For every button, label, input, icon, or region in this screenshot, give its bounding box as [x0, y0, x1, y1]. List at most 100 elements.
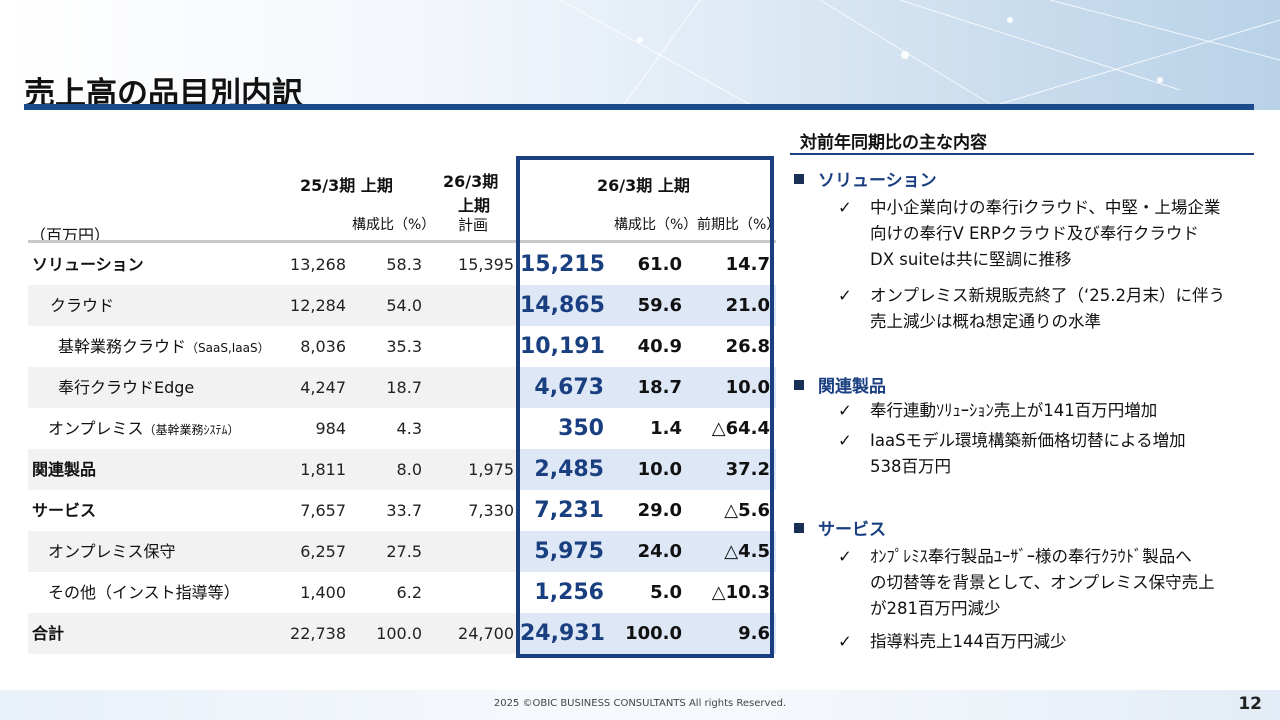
- cell-prev: 1,811: [300, 460, 346, 479]
- bullet-line: ｵﾝﾌﾟﾚﾐｽ奉行製品ﾕｰｻﾞｰ様の奉行ｸﾗｳﾄﾞ製品へ: [870, 547, 1192, 566]
- bullet-line: 向けの奉行V ERPクラウド及び奉行クラウド: [870, 224, 1199, 243]
- current-period-highlight-box: [516, 156, 774, 658]
- title-underline: [24, 104, 1254, 110]
- cell-prev: 8,036: [300, 337, 346, 356]
- square-bullet-icon: [794, 380, 804, 390]
- bullet-line: 奉行連動ｿﾘｭｰｼｮﾝ売上が141百万円増加: [870, 401, 1158, 420]
- highlight-band: [520, 449, 776, 490]
- row-label: 奉行クラウドEdge: [58, 378, 195, 397]
- cell-yoy: 21.0: [725, 295, 770, 316]
- right-panel-title: 対前年同期比の主な内容: [800, 133, 987, 153]
- cell-curr: 1,256: [534, 580, 604, 605]
- cell-yoy: 14.7: [725, 254, 770, 275]
- header-plan-l1: 26/3期: [443, 172, 499, 191]
- table-row-total: 合計 22,738 100.0 24,700 24,931 100.0 9.6: [28, 613, 776, 654]
- row-label: ソリューション: [32, 255, 144, 274]
- table-row: オンプレミス（基幹業務ｼｽﾃﾑ） 984 4.3 350 1.4 △64.4: [28, 408, 776, 449]
- header-curr-ratio: 構成比（%）: [614, 217, 698, 233]
- cell-prev-ratio: 100.0: [376, 624, 422, 643]
- cell-plan: [432, 367, 514, 408]
- bullet-line: が281百万円減少: [870, 599, 1001, 618]
- check-icon: ✓: [838, 547, 852, 566]
- bullet-line: オンプレミス新規販売終了（‘25.2月末）に伴う: [870, 286, 1225, 305]
- copyright-text: 2025 ©OBIC BUSINESS CONSULTANTS All righ…: [493, 698, 787, 709]
- cell-prev-ratio: 35.3: [386, 337, 422, 356]
- cell-curr-ratio: 24.0: [637, 541, 682, 562]
- cell-curr-ratio: 40.9: [637, 336, 682, 357]
- check-icon: ✓: [838, 632, 852, 651]
- header-plan-l3: 計画: [458, 216, 489, 234]
- highlight-band: [520, 285, 776, 326]
- cell-yoy: △4.5: [724, 541, 770, 562]
- table-row: ソリューション 13,268 58.3 15,395 15,215 61.0 1…: [28, 244, 776, 285]
- cell-plan: 7,330: [468, 501, 514, 520]
- check-icon: ✓: [838, 431, 852, 450]
- cell-yoy: 26.8: [725, 336, 770, 357]
- cell-prev-ratio: 58.3: [386, 255, 422, 274]
- highlight-band: [520, 531, 776, 572]
- row-label: クラウド: [50, 296, 115, 315]
- row-label: オンプレミス（基幹業務ｼｽﾃﾑ）: [48, 419, 240, 438]
- cell-prev-ratio: 18.7: [386, 378, 422, 397]
- check-icon: ✓: [838, 286, 852, 305]
- header-divider: [28, 240, 776, 243]
- cell-curr: 24,931: [520, 621, 605, 646]
- cell-prev-ratio: 8.0: [396, 460, 422, 479]
- square-bullet-icon: [794, 523, 804, 533]
- header-curr-yoy: 前期比（%）: [697, 217, 781, 233]
- row-label: オンプレミス保守: [48, 542, 176, 561]
- header-prev-period: 25/3期 上期: [300, 176, 393, 195]
- bullet-line: DX suiteは共に堅調に推移: [870, 250, 1072, 269]
- table-row: 関連製品 1,811 8.0 1,975 2,485 10.0 37.2: [28, 449, 776, 490]
- table-row: クラウド 12,284 54.0 14,865 59.6 21.0: [28, 285, 776, 326]
- cell-plan: 24,700: [458, 624, 514, 643]
- row-label: 関連製品: [32, 460, 97, 479]
- cell-prev: 984: [315, 419, 346, 438]
- row-label: サービス: [32, 501, 97, 520]
- section-heading-solution: ソリューション: [794, 166, 937, 191]
- row-label: 合計: [32, 624, 65, 643]
- cell-curr-ratio: 18.7: [637, 377, 682, 398]
- bullet-line: IaaSモデル環境構築新価格切替による増加: [870, 431, 1186, 450]
- cell-curr: 7,231: [534, 498, 604, 523]
- section-heading-related-products: 関連製品: [794, 372, 886, 397]
- cell-plan: [432, 326, 514, 367]
- bullet-line: 指導料売上144百万円減少: [870, 632, 1067, 651]
- header-prev-ratio: 構成比（%）: [352, 217, 436, 233]
- cell-yoy: 9.6: [738, 623, 770, 644]
- header-background: [0, 0, 1280, 110]
- page-number: 12: [1238, 694, 1262, 714]
- cell-yoy: 10.0: [725, 377, 770, 398]
- table-row: 基幹業務クラウド（SaaS,IaaS） 8,036 35.3 10,191 40…: [28, 326, 776, 367]
- header-curr-period: 26/3期 上期: [597, 176, 690, 195]
- cell-curr: 10,191: [520, 334, 605, 359]
- cell-prev: 7,657: [300, 501, 346, 520]
- cell-prev: 12,284: [290, 296, 346, 315]
- cell-curr-ratio: 5.0: [650, 582, 682, 603]
- cell-curr: 5,975: [534, 539, 604, 564]
- cell-yoy: △5.6: [724, 500, 770, 521]
- highlight-band: [520, 367, 776, 408]
- row-label-sub: （基幹業務ｼｽﾃﾑ）: [143, 423, 240, 437]
- table-row: その他（インスト指導等） 1,400 6.2 1,256 5.0 △10.3: [28, 572, 776, 613]
- cell-curr: 2,485: [534, 457, 604, 482]
- cell-plan: [432, 572, 514, 613]
- check-icon: ✓: [838, 401, 852, 420]
- cell-curr-ratio: 61.0: [637, 254, 682, 275]
- cell-yoy: △64.4: [711, 418, 770, 439]
- cell-curr-ratio: 29.0: [637, 500, 682, 521]
- right-panel-underline: [790, 153, 1254, 155]
- cell-plan: [432, 408, 514, 449]
- bullet-line: 売上減少は概ね想定通りの水準: [870, 312, 1101, 331]
- header-plan-l2: 上期: [458, 196, 491, 215]
- cell-curr-ratio: 1.4: [650, 418, 682, 439]
- cell-prev-ratio: 6.2: [396, 583, 422, 602]
- cell-prev-ratio: 4.3: [396, 419, 422, 438]
- footer-background: [0, 690, 1280, 720]
- cell-prev: 22,738: [290, 624, 346, 643]
- cell-yoy: △10.3: [711, 582, 770, 603]
- cell-prev: 6,257: [300, 542, 346, 561]
- table-row: オンプレミス保守 6,257 27.5 5,975 24.0 △4.5: [28, 531, 776, 572]
- cell-curr-ratio: 10.0: [637, 459, 682, 480]
- cell-curr-ratio: 100.0: [625, 623, 682, 644]
